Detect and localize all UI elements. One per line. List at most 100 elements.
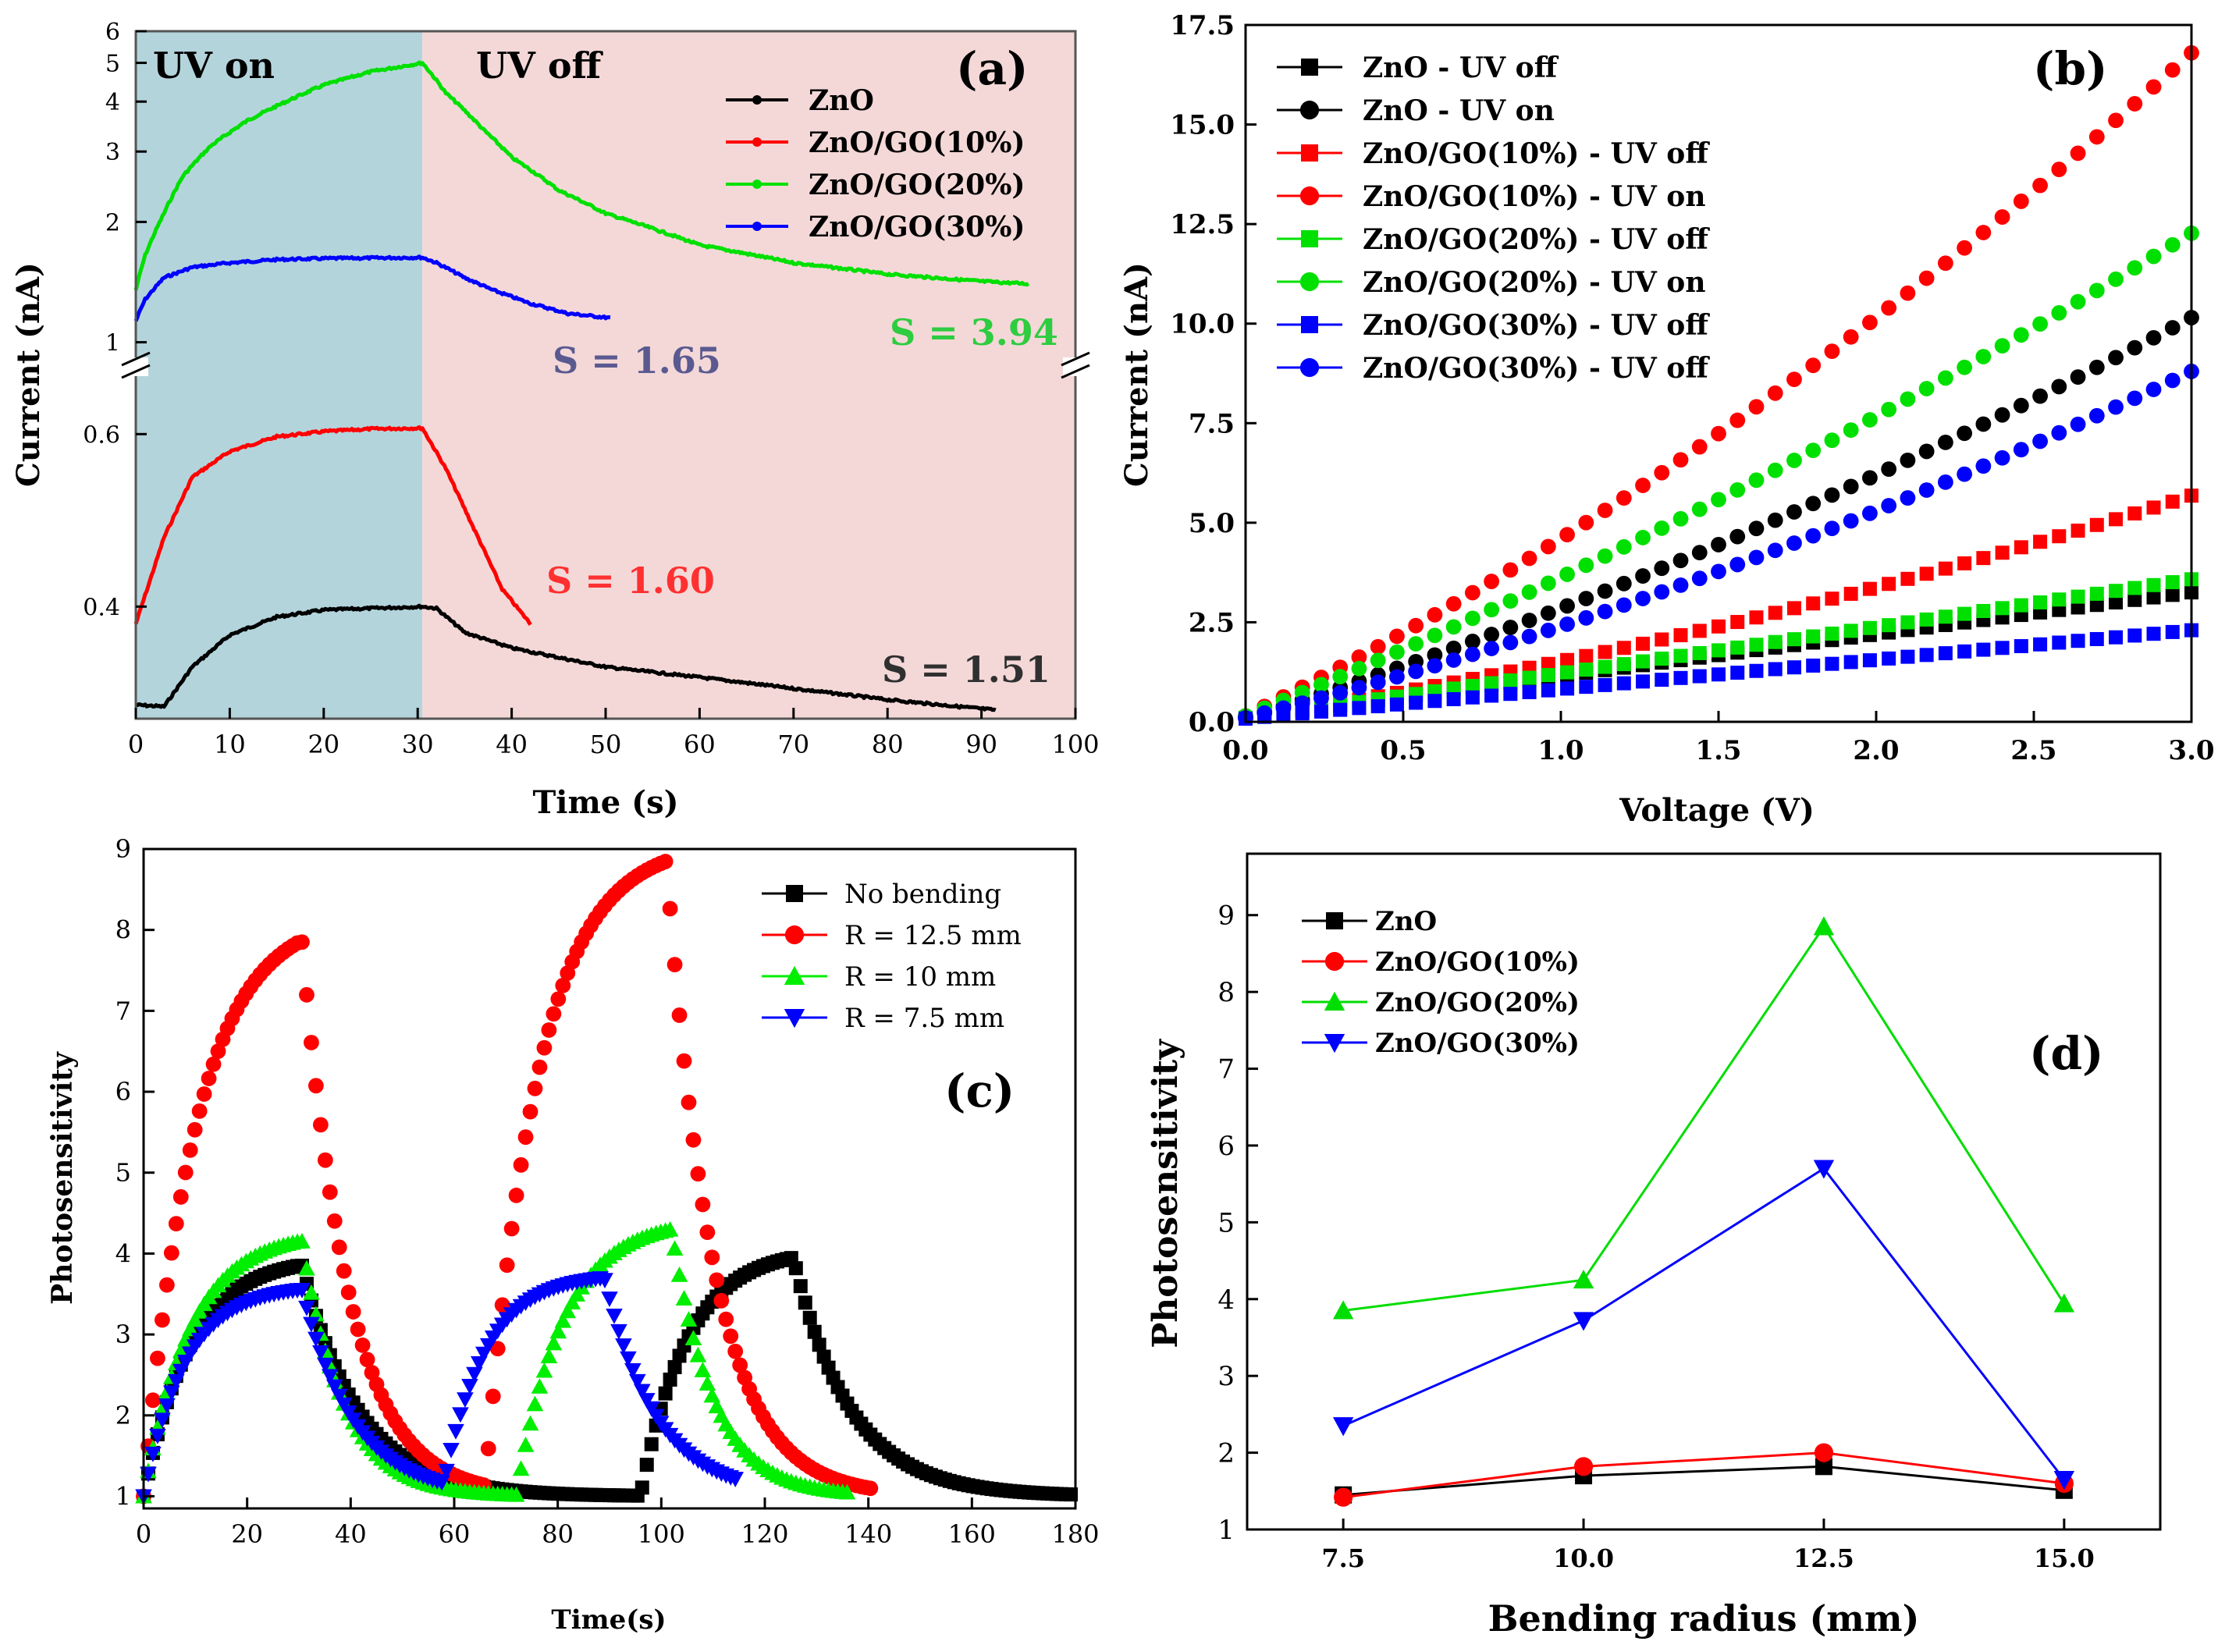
- data-point: [2146, 590, 2161, 605]
- data-point: [531, 1378, 549, 1394]
- data-point: [2146, 627, 2161, 641]
- data-point: [1389, 628, 1405, 645]
- data-point: [2070, 523, 2085, 538]
- data-point: [2165, 494, 2180, 509]
- data-point: [1597, 603, 1613, 620]
- data-point: [447, 1423, 464, 1440]
- data-point: [1824, 343, 1840, 359]
- data-point: [1748, 399, 1765, 415]
- data-point: [1578, 591, 1594, 606]
- x-tick-label: 100: [1051, 730, 1099, 759]
- legend-label-zno: ZnO: [809, 84, 874, 117]
- legend-label-zno-go-30-uv-off: ZnO/GO(30%) - UV off: [1363, 309, 1710, 342]
- data-point: [1408, 636, 1424, 652]
- data-point: [685, 1132, 702, 1148]
- data-point: [1540, 538, 1556, 555]
- legend-marker: [1299, 357, 1320, 378]
- legend-marker: [1301, 316, 1318, 333]
- data-point: [1749, 638, 1764, 652]
- data-point: [695, 1196, 711, 1213]
- legend-marker: [784, 1009, 805, 1029]
- data-point: [326, 1213, 343, 1229]
- data-point: [1976, 603, 1991, 618]
- data-point: [1692, 645, 1707, 660]
- data-point: [1711, 619, 1726, 634]
- data-point: [485, 1388, 501, 1405]
- data-point: [433, 1475, 450, 1491]
- data-point: [317, 1152, 333, 1168]
- data-point: [2051, 162, 2067, 177]
- data-point: [1730, 640, 1745, 655]
- x-tick-label: 120: [741, 1519, 788, 1549]
- data-point: [1598, 645, 1612, 659]
- data-point: [1918, 381, 1935, 396]
- data-point: [1579, 648, 1594, 663]
- data-point: [1635, 591, 1651, 606]
- data-point: [293, 1283, 311, 1299]
- data-point: [689, 1346, 707, 1362]
- data-point: [1843, 478, 1859, 495]
- data-point: [1573, 1457, 1594, 1476]
- data-point: [1654, 464, 1670, 481]
- data-point: [1748, 472, 1765, 488]
- y-tick-label: 15.0: [1170, 110, 1235, 141]
- data-point: [690, 1166, 706, 1182]
- data-point: [2088, 129, 2105, 145]
- data-point: [1975, 225, 1992, 240]
- data-point: [1976, 551, 1991, 566]
- data-point: [1560, 665, 1575, 680]
- x-tick-label: 0: [136, 1519, 151, 1549]
- data-point: [1995, 601, 2010, 616]
- data-point: [1805, 357, 1822, 374]
- data-point: [1332, 669, 1349, 684]
- data-point: [2145, 79, 2162, 95]
- data-point: [461, 1379, 478, 1394]
- data-point: [1673, 648, 1688, 663]
- data-point: [615, 1338, 632, 1354]
- data-point: [1711, 643, 1726, 658]
- data-point: [1540, 605, 1556, 621]
- data-point: [1578, 557, 1594, 574]
- data-point: [2109, 512, 2124, 527]
- data-point: [727, 1472, 744, 1487]
- legend-marker: [784, 965, 805, 985]
- series-no-bending: [137, 1251, 1079, 1504]
- data-point: [1730, 666, 1745, 680]
- data-point: [163, 1385, 180, 1402]
- data-point: [838, 1483, 856, 1500]
- data-point: [2127, 96, 2143, 112]
- data-point: [1257, 705, 1273, 721]
- x-tick-label: 12.5: [1793, 1544, 1854, 1573]
- data-point: [1654, 560, 1670, 577]
- y-tick-label: 5: [105, 51, 120, 78]
- data-point: [1975, 349, 1992, 364]
- data-point: [1427, 694, 1442, 709]
- series-zno-go-20: [1332, 916, 2075, 1320]
- axis-break-mark: [121, 364, 151, 379]
- y-tick-label: 2.5: [1189, 607, 1235, 638]
- x-tick-label: 60: [684, 730, 716, 759]
- x-tick-label: 1.5: [1695, 735, 1741, 766]
- y-tick-label: 0.0: [1189, 707, 1235, 738]
- data-point: [1767, 542, 1783, 559]
- data-point: [2108, 350, 2124, 366]
- x-tick-label: 30: [402, 730, 434, 759]
- data-point: [1711, 492, 1726, 508]
- data-point: [1730, 615, 1745, 630]
- data-point: [340, 1284, 357, 1301]
- data-point: [606, 1308, 623, 1324]
- series-r-7-5-mm: [135, 1271, 744, 1505]
- data-point: [1503, 687, 1518, 702]
- data-point: [1786, 601, 1801, 616]
- data-point: [1541, 656, 1555, 671]
- data-point: [536, 1039, 553, 1056]
- data-point: [807, 1324, 822, 1339]
- data-point: [531, 1059, 548, 1075]
- data-point: [610, 1323, 627, 1340]
- legend-label-zno-go-10: ZnO/GO(10%): [1375, 947, 1580, 978]
- data-point: [1994, 338, 2010, 354]
- legend-marker: [1301, 144, 1318, 162]
- data-point: [1768, 634, 1783, 649]
- data-point: [1351, 680, 1367, 696]
- panel-a-uv-on-off-current: 0 10 20 30 40 50 60 70 80 90 100 1 2 3 4 5 6 0.4 0.6 UV on…: [10, 19, 1100, 821]
